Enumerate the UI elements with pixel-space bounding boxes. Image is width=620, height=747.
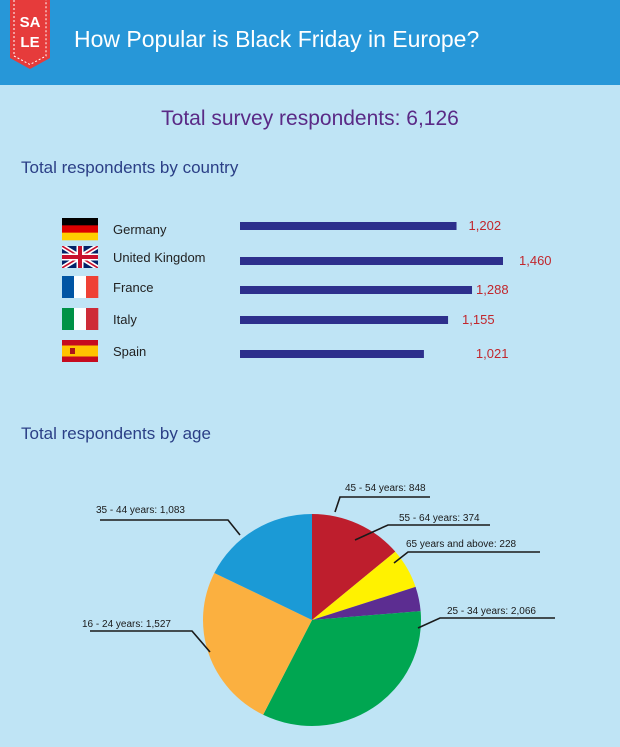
pie-slice [312,514,396,620]
pie-slice [312,551,416,620]
leader-line [354,524,490,541]
slice-label: 25 - 34 years: 2,066 [447,606,536,617]
sale-tag-line2: LE [20,34,39,51]
country-label: Spain [113,344,146,359]
slice-label: 55 - 64 years: 374 [399,513,480,524]
bar-value-label: 1,288 [476,282,509,297]
bar-spain [240,350,424,358]
slice-label: 65 years and above: 228 [406,539,517,550]
flag-uk-icon [62,246,98,268]
bar-value-label: 1,155 [462,312,495,327]
flag-spain-icon [62,340,98,362]
page-title: How Popular is Black Friday in Europe? [74,26,480,52]
slice-label: 35 - 44 years: 1,083 [96,505,185,516]
bar-value-label: 1,460 [519,253,552,268]
sale-tag-icon: SA LE [10,0,50,69]
flag-germany-icon [62,218,98,241]
leader-line [100,519,241,536]
slice-label: 16 - 24 years: 1,527 [82,619,171,630]
country-label: Italy [113,312,137,327]
leader-line [334,496,430,513]
country-label: United Kingdom [113,250,206,265]
pie-slice [203,572,312,715]
header-bar: SA LE How Popular is Black Friday in Eur… [0,0,620,85]
pie-slice [263,611,422,726]
country-label: France [113,280,153,295]
bar-germany [240,222,457,230]
bar-italy [240,316,449,324]
bar-united-kingdom [240,257,503,265]
bar-value-label: 1,021 [476,346,509,361]
leader-line [90,630,211,653]
flag-italy-icon [62,308,99,330]
flag-france-icon [62,276,99,298]
sale-tag-line1: SA [20,14,41,31]
age-chart-title: Total respondents by age [21,424,211,443]
bar-value-label: 1,202 [469,218,502,233]
pie-slice [214,514,312,620]
country-chart-title: Total respondents by country [21,158,239,177]
pie-slice [312,586,421,620]
bar-france [240,286,473,294]
leader-line [393,551,540,564]
leader-line [417,617,555,629]
total-respondents-line: Total survey respondents: 6,126 [161,107,459,130]
country-label: Germany [113,222,167,237]
slice-label: 45 - 54 years: 848 [345,483,426,494]
